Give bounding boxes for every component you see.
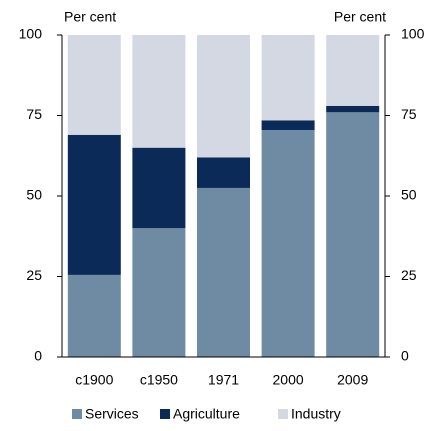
y-tick-label: 25 [26, 267, 42, 283]
bar-segment [132, 35, 186, 148]
y2-tick-label: 75 [401, 106, 417, 122]
legend-swatch [278, 409, 288, 419]
x-tick-label: c1950 [140, 372, 178, 388]
bar-segment [67, 274, 121, 357]
y2-tick-label: 50 [401, 187, 417, 203]
x-tick-label: 2009 [337, 372, 368, 388]
bar-segment [326, 112, 380, 357]
y-tick-label: 50 [26, 187, 42, 203]
bar-segment [261, 35, 315, 121]
bar-segment [132, 228, 186, 357]
bar-segment [326, 35, 380, 106]
bar-segment [67, 134, 121, 275]
legend-swatch [160, 409, 170, 419]
legend-label: Services [85, 406, 139, 422]
bar-segment [261, 129, 315, 357]
legend-label: Agriculture [173, 406, 240, 422]
y-tick-label: 0 [34, 348, 42, 364]
y-axis-label: Per cent [64, 9, 116, 25]
bar-segment [132, 147, 186, 229]
y-tick-label: 100 [19, 26, 43, 42]
bar-segment [326, 105, 380, 113]
bar-segment [197, 157, 250, 188]
y-tick-label: 75 [26, 106, 42, 122]
legend-label: Industry [291, 406, 341, 422]
y2-tick-label: 25 [401, 267, 417, 283]
bar-segment [261, 120, 315, 130]
x-tick-label: 2000 [273, 372, 304, 388]
y2-axis-label: Per cent [334, 9, 386, 25]
y2-tick-label: 100 [401, 26, 425, 42]
x-tick-label: 1971 [208, 372, 239, 388]
y2-tick-label: 0 [401, 348, 409, 364]
legend-swatch [72, 409, 82, 419]
bar-segment [197, 187, 250, 357]
bar-segment [67, 35, 121, 135]
bar-segment [197, 35, 250, 158]
x-tick-label: c1900 [75, 372, 113, 388]
